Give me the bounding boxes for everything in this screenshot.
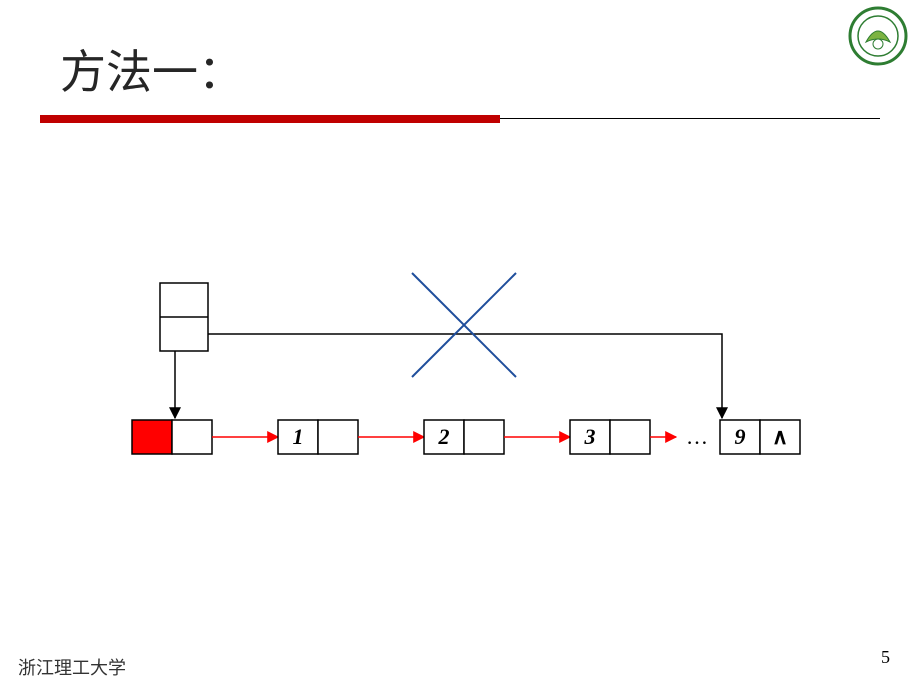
list-node-1-label: 1 xyxy=(278,424,318,450)
footer-university: 浙江理工大学 xyxy=(18,654,126,680)
list-node-1-ptr xyxy=(318,420,358,454)
list-node-2-ptr xyxy=(464,420,504,454)
list-node-last-label: 9 xyxy=(720,424,760,450)
diagram-svg xyxy=(0,0,920,690)
page-number: 5 xyxy=(881,647,890,668)
list-node-0-data xyxy=(132,420,172,454)
list-node-2-label: 2 xyxy=(424,424,464,450)
list-node-3-label: 3 xyxy=(570,424,610,450)
list-node-0-ptr xyxy=(172,420,212,454)
list-ellipsis: … xyxy=(686,424,708,450)
list-node-3-ptr xyxy=(610,420,650,454)
list-node-last-tail: ∧ xyxy=(760,424,800,450)
header-far-pointer xyxy=(208,334,722,418)
